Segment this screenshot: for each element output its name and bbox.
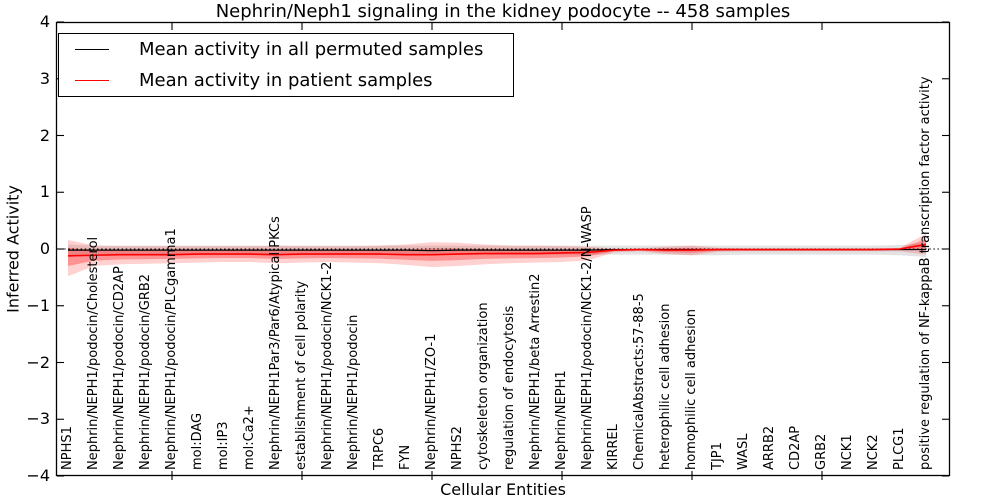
legend: Mean activity in all permuted samples Me… xyxy=(58,33,514,97)
x-category-label: mol:Ca2+ xyxy=(242,405,257,470)
x-category-label: Nephrin/NEPH1/podocin/PLCgamma1 xyxy=(164,228,179,470)
x-category-label: NPHS1 xyxy=(60,426,75,470)
patient-samples-std-inner-band xyxy=(68,239,926,267)
chart-title: Nephrin/Neph1 signaling in the kidney po… xyxy=(215,1,791,22)
legend-row-permuted: Mean activity in all permuted samples xyxy=(59,34,513,65)
x-category-label: Nephrin/NEPH1/ZO-1 xyxy=(424,333,439,470)
plot-area: NPHS1 Nephrin/NEPH1/podocin/Cholesterol Ne… xyxy=(55,21,951,480)
x-category-label: Nephrin/NEPH1/podocin/NCK1-2/N-WASP xyxy=(580,206,595,470)
patient-samples-std-outer-band xyxy=(68,233,926,277)
x-axis-label: Cellular Entities xyxy=(440,480,566,499)
x-category-label: WASL xyxy=(736,433,751,470)
y-tick-label: 1 xyxy=(39,182,50,202)
x-category-label: positive regulation of NF-kappaB transcr… xyxy=(918,76,933,470)
x-category-label: NPHS2 xyxy=(450,426,465,470)
axes-frame xyxy=(55,21,951,477)
x-category-label: mol:DAG xyxy=(190,412,205,470)
x-category-label: FYN xyxy=(398,444,413,470)
legend-row-patient: Mean activity in patient samples xyxy=(59,65,513,96)
x-category-label: Nephrin/NEPH1/podocin xyxy=(346,314,361,470)
x-category-label: KIRREL xyxy=(606,424,621,470)
x-category-label: heterophilic cell adhesion xyxy=(658,303,673,471)
x-category-label: cytoskeleton organization xyxy=(476,302,491,470)
x-category-label: PLCG1 xyxy=(892,427,907,470)
x-category-label: Nephrin/NEPH1Par3/Par6/Atypical PKCs xyxy=(268,216,283,470)
x-category-label: GRB2 xyxy=(814,433,829,470)
x-category-label: NCK1 xyxy=(840,434,855,470)
legend-line-sample-black xyxy=(75,49,109,50)
x-category-label: Nephrin/NEPH1/podocin/GRB2 xyxy=(138,273,153,470)
x-category-label: TJP1 xyxy=(710,442,725,470)
plot-canvas xyxy=(55,21,951,480)
x-category-label: Nephrin/NEPH1/podocin/CD2AP xyxy=(112,266,127,470)
y-tick-label: −1 xyxy=(26,295,50,315)
y-tick-label: 2 xyxy=(39,125,50,145)
series-line-patient xyxy=(67,243,927,257)
x-category-label: ChemicalAbstracts:57-88-5 xyxy=(632,293,647,470)
x-category-label: CD2AP xyxy=(788,425,803,470)
x-category-label: homophilic cell adhesion xyxy=(684,309,699,470)
y-tick-label: 0 xyxy=(39,239,50,258)
x-category-label: Nephrin/NEPH1/podocin/NCK1-2 xyxy=(320,261,335,470)
x-category-label: TRPC6 xyxy=(372,427,387,470)
x-category-label: ARRB2 xyxy=(762,425,777,470)
y-tick-label: −3 xyxy=(26,409,50,429)
x-category-label: mol:IP3 xyxy=(216,421,231,470)
y-tick-label: −2 xyxy=(26,352,50,372)
x-category-label: regulation of endocytosis xyxy=(502,305,517,470)
legend-label-patient: Mean activity in patient samples xyxy=(139,70,433,91)
y-tick-label: 4 xyxy=(39,12,50,31)
y-tick-label: −4 xyxy=(26,466,50,485)
x-category-label: establishment of cell polarity xyxy=(294,280,309,470)
legend-line-sample-red xyxy=(75,80,109,81)
x-category-label: NCK2 xyxy=(866,434,881,470)
legend-label-permuted: Mean activity in all permuted samples xyxy=(139,39,484,60)
x-category-label: Nephrin/NEPH1 xyxy=(554,370,569,470)
x-category-label: Nephrin/NEPH1/beta Arrestin2 xyxy=(528,273,543,471)
y-tick-label: 3 xyxy=(39,68,50,88)
x-category-label: Nephrin/NEPH1/podocin/Cholesterol xyxy=(86,236,101,470)
